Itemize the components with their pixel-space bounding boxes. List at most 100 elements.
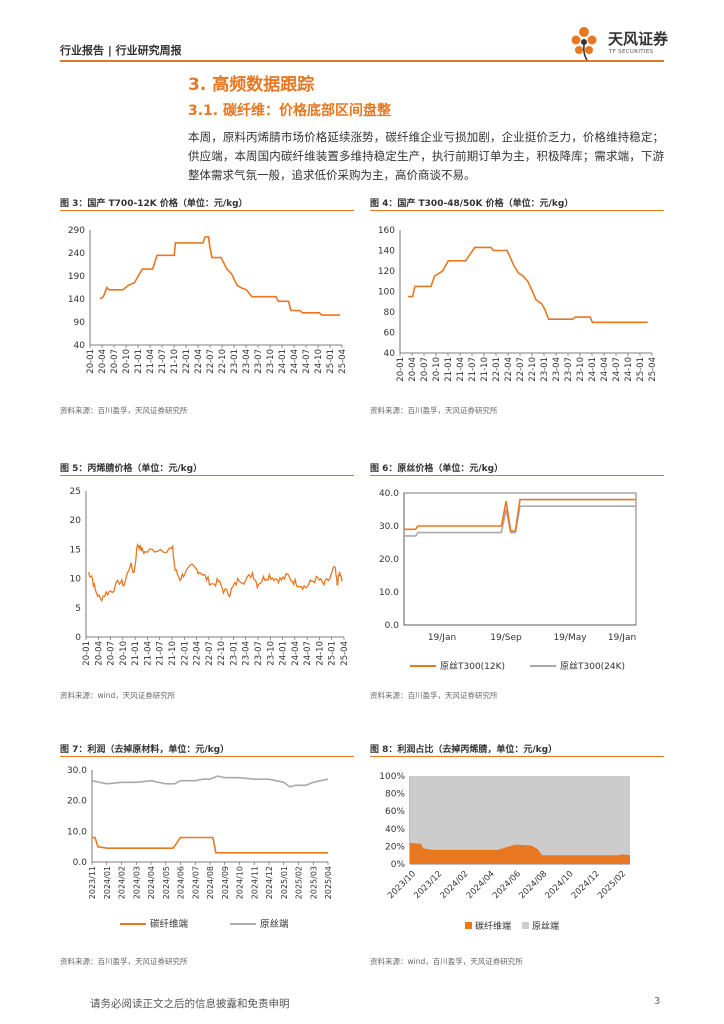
y-tick-label: 40.0 (379, 489, 399, 499)
x-tick-label: 22-01 (182, 349, 192, 374)
x-tick-label: 23-04 (242, 349, 252, 374)
y-tick-label: 90 (74, 318, 86, 328)
x-tick-label: 20-10 (119, 641, 129, 666)
fig7-caption-line (60, 756, 354, 757)
legend-swatch-cf (465, 922, 472, 929)
fig6-chart: 0.0 10.0 20.0 30.0 40.0 19/Jan 19/Sep 19/May 19/… (379, 489, 637, 672)
x-tick-label: 22-10 (217, 641, 227, 666)
x-tick-label: 22-01 (180, 641, 190, 666)
x-tick-label: 23-04 (242, 641, 252, 666)
area-cf (410, 842, 630, 864)
series-line-12k (404, 498, 636, 532)
fig5-caption: 图 5：丙烯腈价格（单位：元/kg） (60, 464, 203, 474)
y-tick-label: 40% (385, 825, 405, 835)
x-tick-label: 2025/01 (280, 866, 289, 899)
x-tick-label: 22-07 (206, 349, 216, 374)
x-tick-label: 23-04 (552, 357, 562, 382)
x-tick-label: 23-07 (564, 357, 574, 382)
x-tick-label: 22-01 (492, 357, 502, 382)
x-tick-label: 21-04 (146, 349, 156, 374)
x-tick-label: 20-07 (107, 641, 117, 666)
x-tick-label: 2024/04 (147, 866, 156, 899)
x-tick-label: 20-07 (420, 357, 430, 382)
x-tick-label: 24-01 (588, 357, 598, 382)
x-tick-label: 22-04 (193, 641, 203, 666)
x-tick-label: 23-10 (576, 357, 586, 382)
fig7-source: 资料来源：百川盈孚，天风证券研究所 (60, 957, 188, 966)
section-title: 3. 高频数据跟踪 (188, 75, 315, 95)
fig5-source: 资料来源：wind，天风证券研究所 (60, 691, 176, 700)
x-tick-label: 19/Jan (428, 633, 456, 643)
y-tick-label: 10 (70, 575, 82, 585)
x-tick-label: 23-07 (254, 349, 264, 374)
x-tick-label: 24-07 (302, 349, 312, 374)
x-tick-label: 21-04 (456, 357, 466, 382)
x-tick-label: 25-04 (338, 349, 348, 374)
x-tick-label: 23-01 (230, 349, 240, 374)
y-tick-label: 290 (68, 226, 85, 236)
x-tick-label: 23-01 (540, 357, 550, 382)
fig4-caption: 图 4：国产 T300-48/50K 价格（单位：元/kg） (370, 199, 574, 209)
y-tick-label: 0% (391, 860, 406, 870)
series-line-cf (92, 836, 328, 854)
y-tick-label: 40 (74, 341, 86, 351)
x-tick-label: 24-01 (279, 641, 289, 666)
y-tick-label: 5 (75, 604, 81, 614)
legend-label: 原丝T300(12K) (440, 660, 505, 672)
y-tick-label: 60% (385, 807, 405, 817)
x-tick-label: 2024/02 (118, 866, 127, 899)
x-tick-label: 24-10 (315, 641, 325, 666)
y-tick-label: 160 (378, 226, 395, 236)
y-tick-label: 30.0 (379, 522, 399, 532)
fig8-source: 资料来源：wind，百川盈孚，天风证券研究所 (370, 957, 523, 966)
x-tick-label: 21-07 (158, 349, 168, 374)
x-tick-label: 24-04 (291, 641, 301, 666)
fig8-caption: 图 8：利润占比（去掉丙烯腈，单位：元/kg） (370, 745, 558, 755)
x-tick-label: 20-04 (98, 349, 108, 374)
y-tick-label: 20% (385, 842, 405, 852)
x-tick-label: 22-04 (194, 349, 204, 374)
y-tick-label: 190 (68, 272, 85, 282)
x-tick-label: 21-01 (444, 357, 454, 382)
x-tick-label: 2024/03 (132, 866, 141, 899)
y-tick-label: 20.0 (379, 555, 399, 565)
x-tick-label: 21-01 (131, 641, 141, 666)
fig6-caption: 图 6：原丝价格（单位：元/kg） (370, 464, 504, 474)
logo-text: 天风证券 (608, 30, 669, 48)
x-tick-label: 2024/07 (191, 866, 200, 899)
y-tick-label: 0 (75, 633, 81, 643)
x-tick-label: 22-07 (205, 641, 215, 666)
x-tick-label: 25-01 (636, 357, 646, 382)
x-tick-label: 20-04 (408, 357, 418, 382)
report-type: 行业报告 | 行业研究周报 (60, 44, 182, 57)
y-tick-label: 30.0 (67, 766, 87, 776)
x-tick-label: 24-04 (600, 357, 610, 382)
y-tick-label: 100 (378, 288, 395, 298)
x-tick-label: 20-01 (396, 357, 406, 382)
x-tick-label: 24-10 (314, 349, 324, 374)
x-tick-label: 21-07 (468, 357, 478, 382)
x-tick-label: 22-10 (528, 357, 538, 382)
fig5-caption-line (60, 475, 354, 476)
legend-label: 原丝端 (260, 918, 289, 930)
x-tick-label: 24-10 (624, 357, 634, 382)
x-tick-label: 20-10 (432, 357, 442, 382)
x-tick-label: 19/Jan (608, 633, 636, 643)
series-line-24k (404, 505, 636, 537)
x-tick-label: 23-01 (229, 641, 239, 666)
y-tick-label: 10.0 (67, 827, 87, 837)
body-paragraph: 本周，原料丙烯腈市场价格延续涨势，碳纤维企业亏损加剧，企业挺价乏力，价格维持稳定… (188, 130, 664, 182)
series-line-yuansi (91, 775, 329, 788)
x-tick-label: 25-04 (340, 641, 350, 666)
x-tick-label: 2024/09 (221, 866, 230, 899)
fig3-caption: 图 3：国产 T700-12K 价格（单位：元/kg） (60, 199, 248, 209)
y-tick-label: 0.0 (73, 858, 88, 868)
x-tick-label: 23-10 (266, 641, 276, 666)
disclaimer-text: 请务必阅读正文之后的信息披露和免责申明 (90, 998, 290, 1010)
x-tick-label: 2024/10 (236, 866, 245, 899)
legend-label: 碳纤维端 (475, 920, 511, 932)
x-tick-label: 19/May (553, 633, 587, 643)
y-tick-label: 80% (385, 790, 405, 800)
